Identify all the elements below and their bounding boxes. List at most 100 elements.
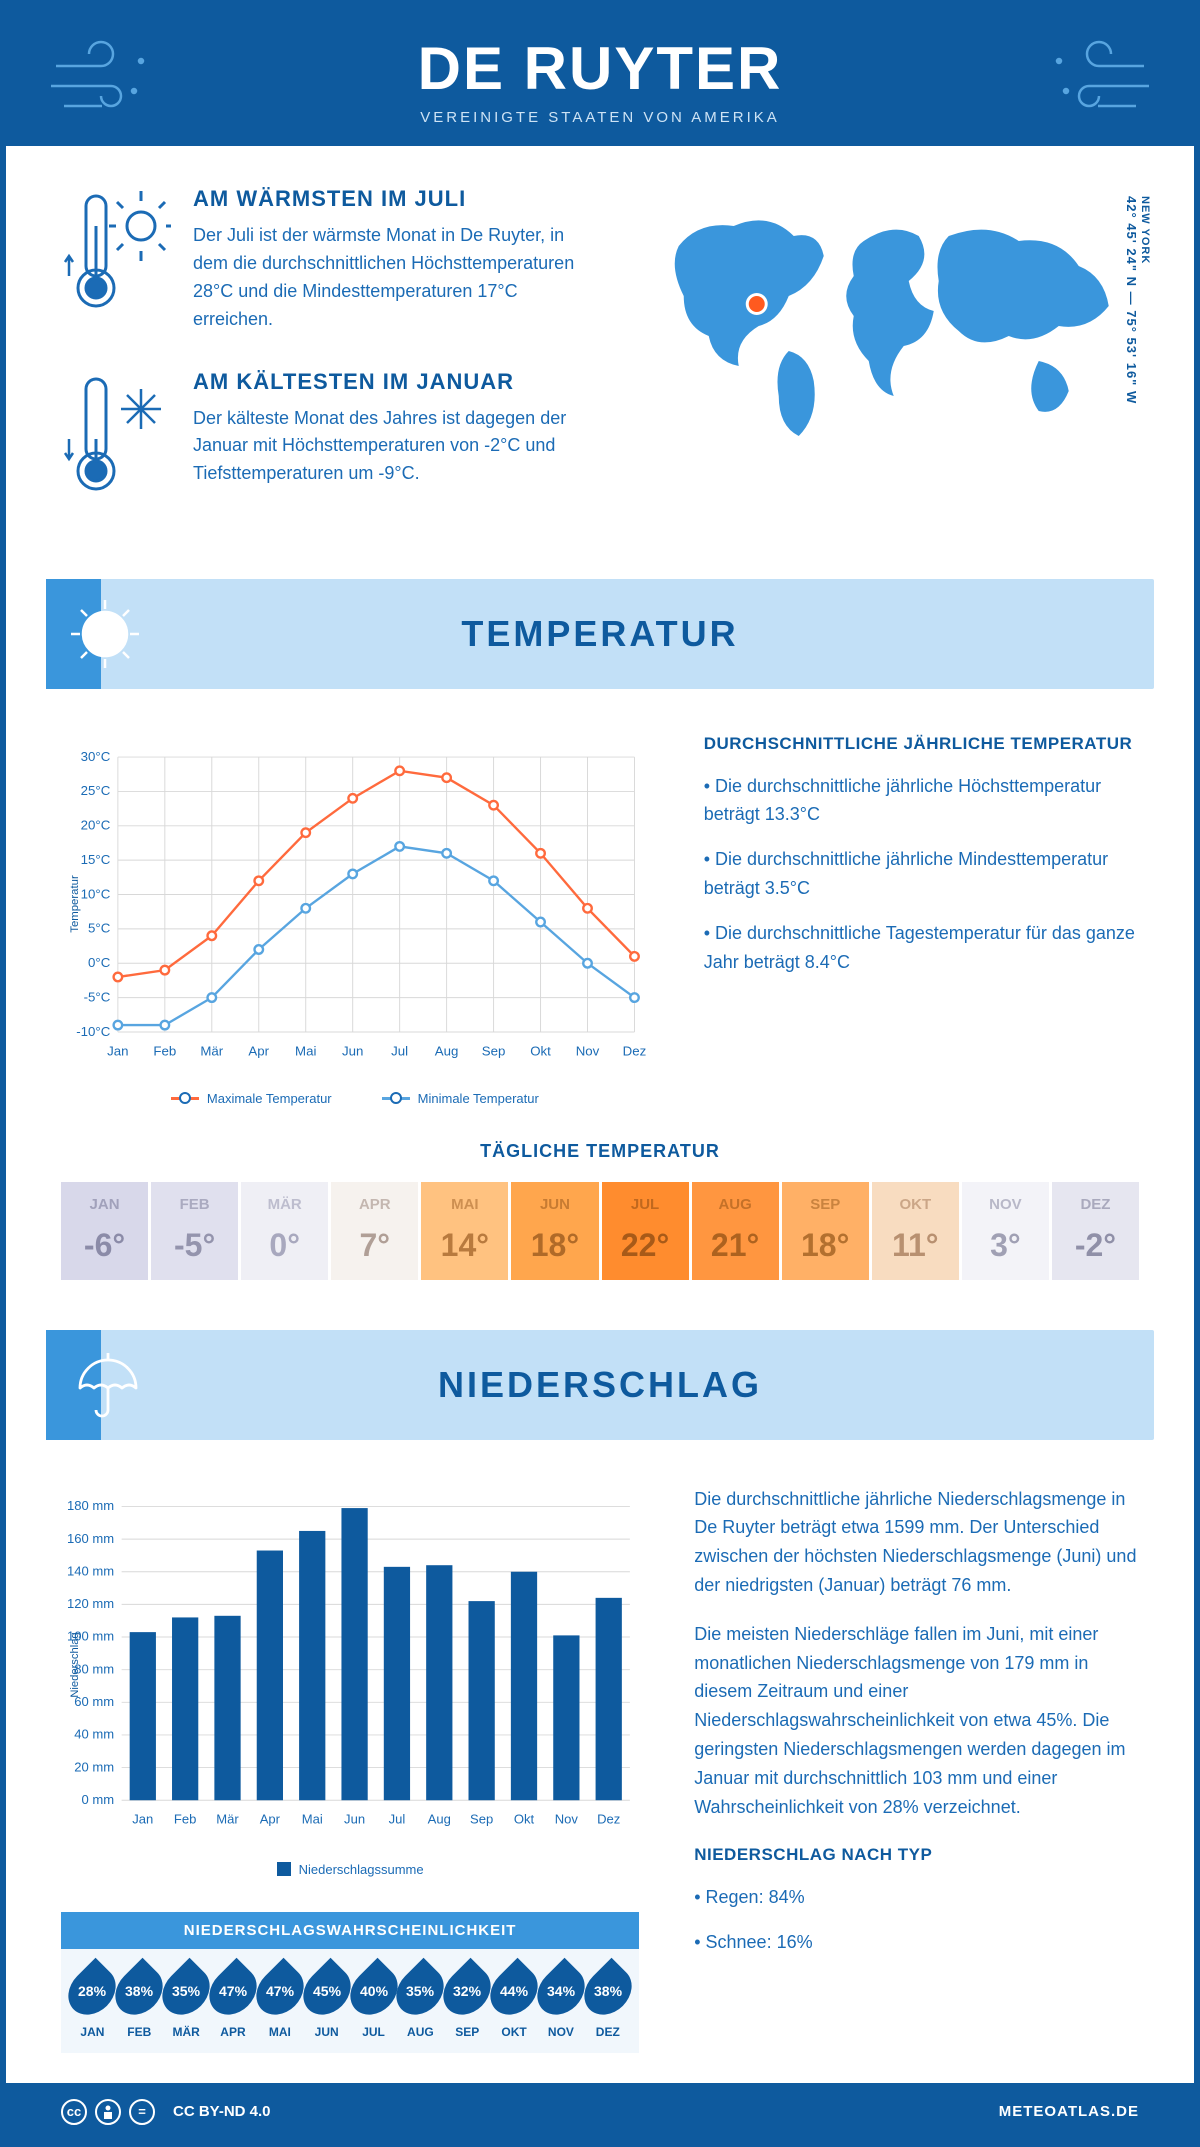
page-subtitle: VEREINIGTE STAATEN VON AMERIKA — [6, 109, 1194, 126]
warmest-title: AM WÄRMSTEN IM JULI — [193, 186, 588, 212]
coldest-fact: AM KÄLTESTEN IM JANUAR Der kälteste Mona… — [61, 369, 588, 504]
svg-text:Jun: Jun — [342, 1043, 363, 1058]
probability-item: 40%JUL — [350, 1965, 397, 2039]
probability-item: 35%MÄR — [163, 1965, 210, 2039]
svg-text:30°C: 30°C — [81, 748, 111, 763]
probability-item: 44%OKT — [491, 1965, 538, 2039]
svg-text:120 mm: 120 mm — [67, 1596, 114, 1611]
coldest-text: Der kälteste Monat des Jahres ist dagege… — [193, 405, 588, 489]
probability-item: 32%SEP — [444, 1965, 491, 2039]
svg-text:0°C: 0°C — [88, 955, 111, 970]
svg-text:25°C: 25°C — [81, 783, 111, 798]
svg-text:Jul: Jul — [389, 1811, 406, 1826]
coldest-title: AM KÄLTESTEN IM JANUAR — [193, 369, 588, 395]
daily-cell: DEZ-2° — [1052, 1182, 1139, 1280]
svg-text:Mai: Mai — [295, 1043, 316, 1058]
probability-item: 45%JUN — [303, 1965, 350, 2039]
thermometer-cold-icon — [61, 369, 171, 504]
svg-text:Apr: Apr — [260, 1811, 281, 1826]
temp-summary: DURCHSCHNITTLICHE JÄHRLICHE TEMPERATUR •… — [704, 734, 1139, 1106]
daily-cell: JUN18° — [511, 1182, 598, 1280]
page-title: DE RUYTER — [6, 34, 1194, 103]
svg-text:Aug: Aug — [435, 1043, 459, 1058]
daily-cell: AUG21° — [692, 1182, 779, 1280]
warmest-text: Der Juli ist der wärmste Monat in De Ruy… — [193, 222, 588, 334]
legend-min: Minimale Temperatur — [382, 1091, 539, 1106]
svg-text:Apr: Apr — [248, 1043, 269, 1058]
type-bullet: • Schnee: 16% — [694, 1928, 1139, 1957]
type-bullet: • Regen: 84% — [694, 1883, 1139, 1912]
daily-cell: OKT11° — [872, 1182, 959, 1280]
svg-text:20 mm: 20 mm — [74, 1759, 114, 1774]
main-content: AM WÄRMSTEN IM JULI Der Juli ist der wär… — [6, 146, 1194, 2083]
probability-item: 38%DEZ — [584, 1965, 631, 2039]
cc-icon: cc — [61, 2099, 87, 2125]
daily-cell: SEP18° — [782, 1182, 869, 1280]
svg-text:Okt: Okt — [514, 1811, 535, 1826]
daily-cell: FEB-5° — [151, 1182, 238, 1280]
svg-text:Dez: Dez — [623, 1043, 647, 1058]
svg-text:15°C: 15°C — [81, 852, 111, 867]
by-icon — [95, 2099, 121, 2125]
svg-text:Nov: Nov — [576, 1043, 600, 1058]
svg-text:20°C: 20°C — [81, 817, 111, 832]
daily-cell: JUL22° — [602, 1182, 689, 1280]
coordinates: NEW YORK 42° 45' 24" N — 75° 53' 16" W — [1124, 196, 1151, 404]
precip-paragraph: Die meisten Niederschläge fallen im Juni… — [694, 1620, 1139, 1822]
site-credit: METEOATLAS.DE — [999, 2103, 1139, 2120]
precip-paragraph: Die durchschnittliche jährliche Niedersc… — [694, 1485, 1139, 1600]
temp-bullet: • Die durchschnittliche Tagestemperatur … — [704, 919, 1139, 977]
probability-item: 47%APR — [210, 1965, 257, 2039]
thermometer-hot-icon — [61, 186, 171, 334]
svg-text:Nov: Nov — [555, 1811, 579, 1826]
license-badges: cc = CC BY-ND 4.0 — [61, 2099, 271, 2125]
daily-cell: MÄR0° — [241, 1182, 328, 1280]
temp-section-title: TEMPERATUR — [461, 613, 738, 655]
daily-temp-title: TÄGLICHE TEMPERATUR — [61, 1141, 1139, 1162]
svg-text:Mär: Mär — [216, 1811, 239, 1826]
svg-text:0 mm: 0 mm — [82, 1792, 115, 1807]
footer: cc = CC BY-ND 4.0 METEOATLAS.DE — [6, 2083, 1194, 2141]
probability-box: NIEDERSCHLAGSWAHRSCHEINLICHKEIT 28%JAN38… — [61, 1912, 639, 2053]
svg-text:Sep: Sep — [470, 1811, 493, 1826]
daily-cell: NOV3° — [962, 1182, 1049, 1280]
svg-text:Temperatur: Temperatur — [69, 875, 81, 933]
svg-text:10°C: 10°C — [81, 886, 111, 901]
probability-item: 28%JAN — [69, 1965, 116, 2039]
wind-icon — [46, 36, 156, 131]
svg-text:Jan: Jan — [107, 1043, 128, 1058]
svg-text:180 mm: 180 mm — [67, 1498, 114, 1513]
probability-item: 38%FEB — [116, 1965, 163, 2039]
sun-icon — [68, 597, 143, 677]
svg-text:Jul: Jul — [391, 1043, 408, 1058]
svg-text:Dez: Dez — [597, 1811, 620, 1826]
svg-text:Mär: Mär — [200, 1043, 223, 1058]
warmest-fact: AM WÄRMSTEN IM JULI Der Juli ist der wär… — [61, 186, 588, 334]
daily-cell: APR7° — [331, 1182, 418, 1280]
intro-section: AM WÄRMSTEN IM JULI Der Juli ist der wär… — [61, 186, 1139, 539]
svg-text:-10°C: -10°C — [76, 1023, 110, 1038]
precip-section-title: NIEDERSCHLAG — [438, 1364, 762, 1406]
daily-cell: MAI14° — [421, 1182, 508, 1280]
precip-band: NIEDERSCHLAG — [46, 1330, 1154, 1440]
svg-text:Mai: Mai — [302, 1811, 323, 1826]
probability-item: 35%AUG — [397, 1965, 444, 2039]
svg-text:Jun: Jun — [344, 1811, 365, 1826]
world-map: NEW YORK 42° 45' 24" N — 75° 53' 16" W — [638, 186, 1139, 539]
svg-text:Jan: Jan — [132, 1811, 153, 1826]
svg-text:40 mm: 40 mm — [74, 1726, 114, 1741]
header: DE RUYTER VEREINIGTE STAATEN VON AMERIKA — [6, 6, 1194, 146]
svg-text:Aug: Aug — [428, 1811, 451, 1826]
wind-icon — [1044, 36, 1154, 131]
daily-cell: JAN-6° — [61, 1182, 148, 1280]
legend-precip: Niederschlagssumme — [277, 1862, 424, 1877]
svg-text:160 mm: 160 mm — [67, 1530, 114, 1545]
svg-text:Sep: Sep — [482, 1043, 506, 1058]
daily-temp-grid: JAN-6°FEB-5°MÄR0°APR7°MAI14°JUN18°JUL22°… — [61, 1182, 1139, 1280]
svg-text:-5°C: -5°C — [84, 989, 111, 1004]
temp-bullet: • Die durchschnittliche jährliche Mindes… — [704, 845, 1139, 903]
location-marker — [748, 296, 764, 312]
svg-text:140 mm: 140 mm — [67, 1563, 114, 1578]
umbrella-icon — [68, 1348, 143, 1428]
probability-item: 34%NOV — [538, 1965, 585, 2039]
